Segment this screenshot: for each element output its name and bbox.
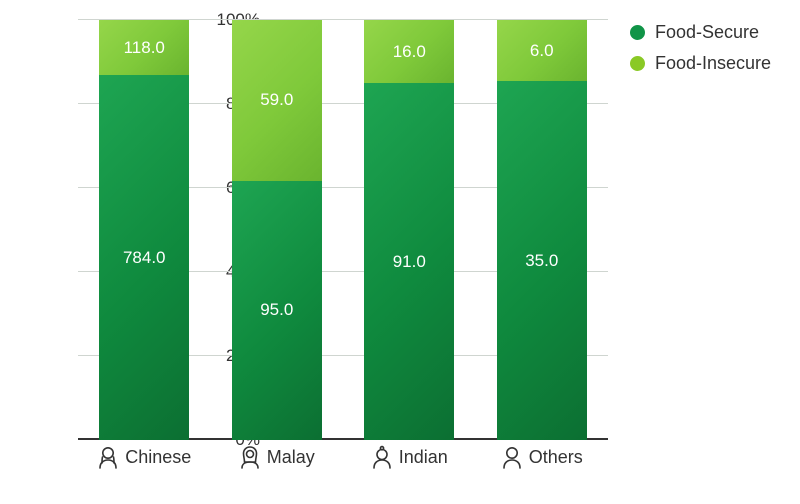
bar-value-label: 59.0 [260,90,293,110]
xlabel-malay: Malay [212,445,342,469]
plot-area: 118.0 784.0 59.0 95.0 16.0 91. [78,20,608,440]
legend-item-secure: Food-Secure [630,22,771,43]
xlabel-others: Others [477,445,607,469]
bar-chinese-secure: 784.0 [99,75,189,440]
bar-value-label: 35.0 [525,251,558,271]
bar-others-secure: 35.0 [497,81,587,440]
bars-row: 118.0 784.0 59.0 95.0 16.0 91. [78,20,608,440]
bar-others: 6.0 35.0 [497,20,587,440]
x-axis-labels: Chinese Malay Indian [78,445,608,469]
person-bun-icon [371,445,393,469]
bar-value-label: 16.0 [393,42,426,62]
bar-malay-secure: 95.0 [232,181,322,440]
bar-malay: 59.0 95.0 [232,20,322,440]
legend-label: Food-Insecure [655,53,771,74]
xlabel-indian: Indian [344,445,474,469]
category-label: Indian [399,447,448,468]
legend-swatch-insecure-icon [630,56,645,71]
bar-indian: 16.0 91.0 [364,20,454,440]
bar-chinese-insecure: 118.0 [99,20,189,75]
bar-value-label: 6.0 [530,41,554,61]
person-braids-icon [97,445,119,469]
legend-item-insecure: Food-Insecure [630,53,771,74]
chart-legend: Food-Secure Food-Insecure [630,22,771,74]
bar-value-label: 118.0 [124,38,165,58]
bar-value-label: 95.0 [260,300,293,320]
bar-chinese: 118.0 784.0 [99,20,189,440]
person-icon [501,445,523,469]
category-label: Malay [267,447,315,468]
xlabel-chinese: Chinese [79,445,209,469]
legend-swatch-secure-icon [630,25,645,40]
person-hijab-icon [239,445,261,469]
category-label: Chinese [125,447,191,468]
legend-label: Food-Secure [655,22,759,43]
bar-others-insecure: 6.0 [497,20,587,81]
bar-malay-insecure: 59.0 [232,20,322,181]
bar-indian-secure: 91.0 [364,83,454,440]
bar-indian-insecure: 16.0 [364,20,454,83]
category-label: Others [529,447,583,468]
bar-value-label: 91.0 [393,252,426,272]
bar-value-label: 784.0 [123,248,166,268]
food-security-stacked-bar-chart: 0% 20% 40% 60% 80% 100% 118.0 784.0 59.0 [0,0,800,504]
